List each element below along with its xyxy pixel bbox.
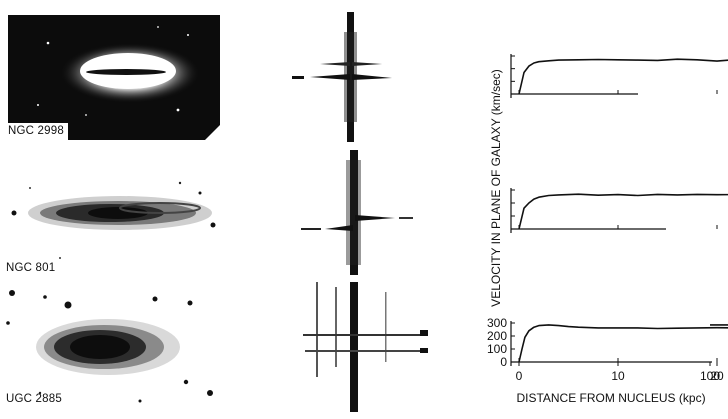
y-axis-label: VELOCITY IN PLANE OF GALAXY (km/sec) xyxy=(489,69,503,307)
x-tick-label: 0 xyxy=(516,369,523,383)
rotation-curve-ugc-2885 xyxy=(518,324,728,363)
galaxy-label-ugc-2885: UGC 2885 xyxy=(6,393,62,405)
galaxy-photo-ugc-2885: UGC 2885 xyxy=(0,283,225,411)
y-tick-label: 100 xyxy=(487,342,507,356)
x-tick-label: 20 xyxy=(710,369,724,383)
y-tick-label: 200 xyxy=(487,329,507,343)
galaxy-label-ngc-801: NGC 801 xyxy=(6,262,56,273)
galaxy-label-ngc-2998: NGC 2998 xyxy=(8,123,68,140)
galaxy-photo-ngc-2998: NGC 2998 xyxy=(8,15,220,140)
spectrum-ngc-2998 xyxy=(290,12,430,142)
spectrum-ngc-801 xyxy=(295,150,435,275)
spectrum-ugc-2885 xyxy=(295,282,435,412)
x-tick-label: 100 xyxy=(700,369,720,383)
rotation-curve-ngc-2998 xyxy=(518,58,728,95)
y-tick-label: 0 xyxy=(500,355,507,369)
x-axis-label: DISTANCE FROM NUCLEUS (kpc) xyxy=(516,391,705,405)
x-tick-label: 10 xyxy=(611,369,625,383)
galaxy-photo-ngc-801: NGC 801 xyxy=(0,158,225,273)
y-tick-label: 300 xyxy=(487,316,507,330)
rotation-curve-ngc-801 xyxy=(518,193,728,230)
